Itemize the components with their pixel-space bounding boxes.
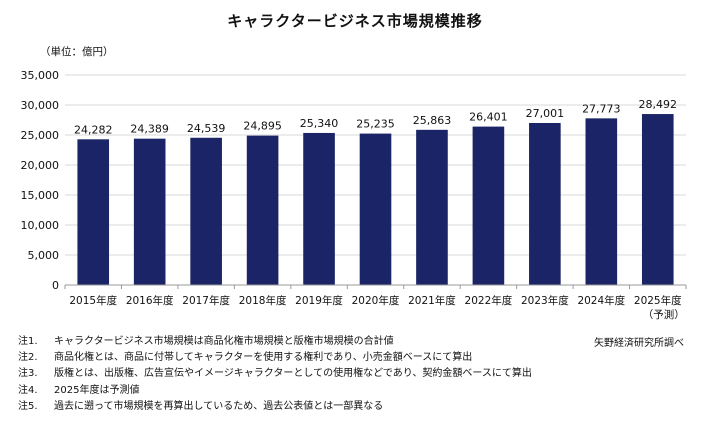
chart-title: キャラクタービジネス市場規模推移 bbox=[227, 12, 483, 30]
x-tick-label: 2017年度 bbox=[182, 294, 230, 307]
data-label: 26,401 bbox=[469, 111, 508, 124]
bar bbox=[529, 122, 561, 285]
source-credit: 矢野経済研究所調べ bbox=[594, 338, 684, 349]
x-axis-ticks: 2015年度 2016年度 2017年度 2018年度 2019年度 2020年度 2021… bbox=[64, 285, 687, 321]
note-label: 注4. bbox=[18, 384, 38, 396]
note-label: 注1. bbox=[18, 336, 38, 347]
data-label: 27,773 bbox=[582, 102, 621, 115]
bar bbox=[641, 114, 674, 285]
note-item: 注5. 過去に遡って市場規模を再算出しているため、過去公表値とは一部異なる bbox=[18, 399, 532, 415]
x-tick-label: 2020年度 bbox=[352, 294, 400, 307]
y-tick-label: 0 bbox=[52, 279, 59, 292]
note-text: 商品化権とは、商品に付帯してキャラクターを使用する権利であり、小売金額ベースにて… bbox=[54, 352, 473, 364]
bar bbox=[359, 133, 392, 285]
x-tick-label: 2018年度 bbox=[239, 294, 287, 307]
note-label: 注2. bbox=[18, 352, 38, 364]
x-tick-label: 2016年度 bbox=[126, 294, 174, 307]
y-tick-label: 20,000 bbox=[21, 159, 60, 172]
bar bbox=[190, 137, 222, 285]
x-tick-label: 2025年度 bbox=[634, 294, 682, 307]
bar bbox=[472, 126, 505, 286]
data-label: 28,492 bbox=[639, 98, 678, 111]
note-text: 2025年度は予測値 bbox=[54, 384, 140, 396]
y-tick-label: 25,000 bbox=[21, 129, 60, 142]
y-tick-label: 30,000 bbox=[21, 99, 60, 112]
x-tick-label: 2021年度 bbox=[408, 294, 456, 307]
note-text: 版権とは、出版権、広告宣伝やイメージキャラクターとしての使用権などであり、契約金… bbox=[54, 368, 532, 380]
bars bbox=[77, 114, 674, 286]
x-tick-label: 2023年度 bbox=[521, 294, 569, 307]
y-tick-label: 35,000 bbox=[21, 69, 60, 82]
bar bbox=[246, 135, 279, 285]
note-label: 注3. bbox=[18, 368, 38, 380]
note-text: 過去に遡って市場規模を再算出しているため、過去公表値とは一部異なる bbox=[54, 400, 384, 412]
data-labels: 24,282 24,389 24,539 24,895 25,340 25,235 25,8… bbox=[74, 98, 677, 136]
gridlines bbox=[65, 74, 686, 256]
bar bbox=[416, 129, 448, 285]
data-label: 24,895 bbox=[243, 120, 282, 133]
data-label: 27,001 bbox=[526, 107, 565, 120]
note-text: キャラクタービジネス市場規模は商品化権市場規模と版権市場規模の合計値 bbox=[54, 336, 394, 347]
bar bbox=[585, 118, 618, 285]
bar bbox=[77, 139, 110, 285]
y-tick-label: 10,000 bbox=[21, 219, 60, 232]
notes: 注1. キャラクタービジネス市場規模は商品化権市場規模と版権市場規模の合計値 注2… bbox=[18, 334, 532, 415]
bar bbox=[303, 132, 335, 285]
note-label: 注5. bbox=[18, 400, 38, 412]
x-tick-label: 2022年度 bbox=[465, 294, 513, 307]
data-label: 25,340 bbox=[300, 117, 339, 130]
x-tick-label: 2024年度 bbox=[577, 294, 625, 307]
x-tick-sublabel: （予測） bbox=[643, 308, 685, 321]
y-axis-ticks: 0 5,000 10,000 15,000 20,000 25,000 30,000 35,0… bbox=[21, 69, 60, 292]
note-item: 注4. 2025年度は予測値 bbox=[18, 383, 532, 399]
note-item: 注1. キャラクタービジネス市場規模は商品化権市場規模と版権市場規模の合計値 bbox=[18, 334, 532, 350]
note-item: 注2. 商品化権とは、商品に付帯してキャラクターを使用する権利であり、小売金額ベー… bbox=[18, 350, 532, 366]
y-tick-label: 15,000 bbox=[21, 189, 60, 202]
data-label: 24,389 bbox=[130, 123, 169, 136]
bar bbox=[133, 138, 166, 285]
x-tick-label: 2015年度 bbox=[69, 294, 117, 307]
x-tick-label: 2019年度 bbox=[295, 294, 343, 307]
data-label: 25,863 bbox=[413, 114, 452, 127]
note-item: 注3. 版権とは、出版権、広告宣伝やイメージキャラクターとしての使用権などであり、… bbox=[18, 366, 532, 382]
y-tick-label: 5,000 bbox=[28, 249, 60, 262]
data-label: 24,539 bbox=[187, 122, 226, 135]
data-label: 24,282 bbox=[74, 123, 113, 136]
unit-label: （単位：億円） bbox=[40, 46, 114, 58]
data-label: 25,235 bbox=[356, 118, 395, 131]
